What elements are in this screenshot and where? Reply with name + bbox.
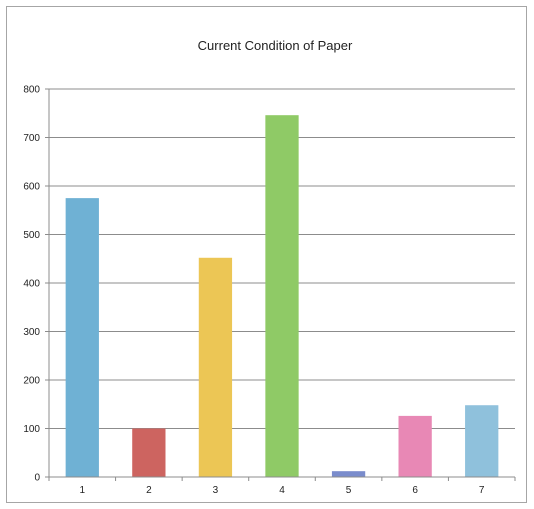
x-tick-label: 2: [146, 485, 152, 496]
x-tick-label: 1: [80, 485, 86, 496]
y-tick-label: 500: [23, 230, 40, 241]
bars: [65, 115, 499, 477]
x-tick-label: 6: [412, 485, 418, 496]
x-tick-label: 5: [346, 485, 352, 496]
bar-3: [198, 257, 233, 477]
bar-2: [132, 428, 166, 477]
y-tick-label: 700: [23, 133, 40, 144]
x-axis: 1 2 3 4 5 6 7: [48, 476, 516, 496]
y-axis: 0 100 200 300 400 500 600 700 800: [23, 85, 50, 484]
bar-4: [265, 115, 299, 477]
bar-7: [465, 405, 499, 477]
y-tick-label: 300: [23, 327, 40, 338]
bar-5: [331, 471, 366, 477]
x-tick-label: 7: [479, 485, 485, 496]
y-tick-label: 400: [23, 279, 40, 290]
y-tick-label: 200: [23, 376, 40, 387]
bar-1: [65, 198, 99, 477]
chart-title: Current Condition of Paper: [198, 38, 353, 53]
y-tick-label: 0: [34, 473, 40, 484]
y-tick-label: 800: [23, 85, 40, 96]
x-tick-label: 4: [279, 485, 285, 496]
bar-6: [398, 415, 432, 477]
y-tick-label: 100: [23, 424, 40, 435]
y-tick-label: 600: [23, 182, 40, 193]
x-tick-label: 3: [213, 485, 219, 496]
